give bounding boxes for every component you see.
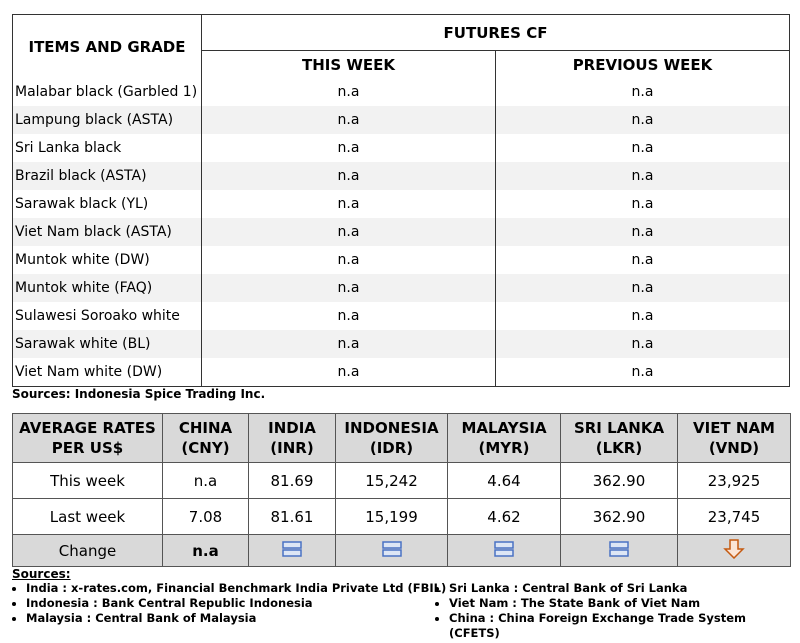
- source-item: Viet Nam : The State Bank of Viet Nam: [449, 596, 792, 611]
- cell: n.a: [201, 274, 496, 302]
- cell: Muntok white (FAQ): [12, 274, 202, 302]
- header-cell: CHINA (CNY): [162, 413, 249, 463]
- header-cell: INDONESIA (IDR): [335, 413, 448, 463]
- header-cell: AVERAGE RATES PER US$: [12, 413, 163, 463]
- cell: n.a: [201, 106, 496, 134]
- cell: n.a: [201, 134, 496, 162]
- down-arrow-icon: [723, 538, 745, 559]
- icon-cell: [447, 534, 561, 567]
- header-cell: MALAYSIA (MYR): [447, 413, 561, 463]
- cell: Viet Nam black (ASTA): [12, 218, 202, 246]
- header-cell: FUTURES CF: [443, 23, 548, 42]
- cell: Malabar black (Garbled 1): [12, 78, 202, 106]
- row: Viet Nam black (ASTA) n.a n.a: [12, 218, 790, 246]
- header-cell: THIS WEEK: [201, 50, 496, 78]
- equal-icon: [494, 540, 514, 557]
- row: Viet Nam white (DW) n.a n.a: [12, 358, 790, 386]
- equal-icon: [609, 540, 629, 557]
- sources: Sources: Indonesia Spice Trading Inc.: [12, 387, 266, 401]
- row: Malabar black (Garbled 1) n.a n.a: [12, 78, 790, 106]
- row: Sulawesi Soroako white n.a n.a: [12, 302, 790, 330]
- cell: n.a: [495, 106, 790, 134]
- cell: n.a: [495, 190, 790, 218]
- cell: n.a: [495, 274, 790, 302]
- futures-table: ITEMS AND GRADE FUTURES CF THIS WEEK PRE…: [12, 14, 790, 387]
- cell: n.a: [495, 78, 790, 106]
- row: Sarawak black (YL) n.a n.a: [12, 190, 790, 218]
- cell: n.a: [201, 218, 496, 246]
- cell: Sarawak white (BL): [12, 330, 202, 358]
- header-cell: INDIA (INR): [248, 413, 336, 463]
- row: Lampung black (ASTA) n.a n.a: [12, 106, 790, 134]
- cell: n.a: [162, 462, 249, 499]
- cell: Viet Nam white (DW): [12, 358, 202, 386]
- cell: 4.62: [447, 498, 561, 535]
- header-cell: PREVIOUS WEEK: [495, 50, 790, 78]
- sources-list: Sources: India : x-rates.com, Financial …: [12, 567, 792, 640]
- header-cell: ITEMS AND GRADE: [12, 14, 202, 78]
- source-item: Indonesia : Bank Central Republic Indone…: [26, 596, 446, 611]
- cell: n.a: [495, 302, 790, 330]
- cell: Sarawak black (YL): [12, 190, 202, 218]
- row: This week n.a 81.69 15,242 4.64 362.90 23,925: [12, 462, 791, 499]
- cell: n.a: [201, 302, 496, 330]
- cell: 23,745: [677, 498, 791, 535]
- cell: n.a: [201, 190, 496, 218]
- source-item: Malaysia : Central Bank of Malaysia: [26, 611, 446, 626]
- cell: n.a: [201, 162, 496, 190]
- list: India : x-rates.com, Financial Benchmark…: [12, 581, 446, 626]
- list: Sri Lanka : Central Bank of Sri LankaVie…: [435, 581, 792, 641]
- cell: 81.61: [248, 498, 336, 535]
- cell: n.a: [495, 162, 790, 190]
- icon-cell: [677, 534, 791, 567]
- row: Brazil black (ASTA) n.a n.a: [12, 162, 790, 190]
- cell: 15,242: [335, 462, 448, 499]
- cell: n.a: [201, 330, 496, 358]
- cell: Sulawesi Soroako white: [12, 302, 202, 330]
- cell: 362.90: [560, 462, 678, 499]
- cell: Last week: [12, 498, 163, 535]
- cell: 362.90: [560, 498, 678, 535]
- cell: 81.69: [248, 462, 336, 499]
- cell: n.a: [201, 246, 496, 274]
- header-cell: SRI LANKA (LKR): [560, 413, 678, 463]
- source-item: China : China Foreign Exchange Trade Sys…: [449, 611, 792, 641]
- cell: 7.08: [162, 498, 249, 535]
- cell: n.a: [162, 534, 249, 567]
- cell: n.a: [201, 78, 496, 106]
- cell: This week: [12, 462, 163, 499]
- row: Sarawak white (BL) n.a n.a: [12, 330, 790, 358]
- cell: 15,199: [335, 498, 448, 535]
- icon-cell: [335, 534, 448, 567]
- source-item: India : x-rates.com, Financial Benchmark…: [26, 581, 446, 596]
- icon-cell: [248, 534, 336, 567]
- cell: n.a: [495, 358, 790, 386]
- cell: n.a: [495, 218, 790, 246]
- cell: 23,925: [677, 462, 791, 499]
- rates-table: AVERAGE RATES PER US$ CHINA (CNY) INDIA (I…: [12, 413, 791, 567]
- row: Muntok white (FAQ) n.a n.a: [12, 274, 790, 302]
- cell: n.a: [495, 134, 790, 162]
- equal-icon: [381, 540, 402, 557]
- cell: Sri Lanka black: [12, 134, 202, 162]
- cell: Change: [12, 534, 163, 567]
- icon-cell: [560, 534, 678, 567]
- cell: Lampung black (ASTA): [12, 106, 202, 134]
- row: Sri Lanka black n.a n.a: [12, 134, 790, 162]
- sources-title: Sources:: [12, 567, 71, 581]
- header-cell: VIET NAM (VND): [677, 413, 791, 463]
- source-item: Sri Lanka : Central Bank of Sri Lanka: [449, 581, 792, 596]
- cell: n.a: [495, 246, 790, 274]
- cell: n.a: [201, 358, 496, 386]
- row: Last week 7.08 81.61 15,199 4.62 362.90 23,745: [12, 498, 791, 535]
- equal-icon: [282, 540, 302, 557]
- cell: 4.64: [447, 462, 561, 499]
- row: Muntok white (DW) n.a n.a: [12, 246, 790, 274]
- cell: Muntok white (DW): [12, 246, 202, 274]
- cell: Brazil black (ASTA): [12, 162, 202, 190]
- cell: n.a: [495, 330, 790, 358]
- row: Change n.a: [12, 534, 791, 567]
